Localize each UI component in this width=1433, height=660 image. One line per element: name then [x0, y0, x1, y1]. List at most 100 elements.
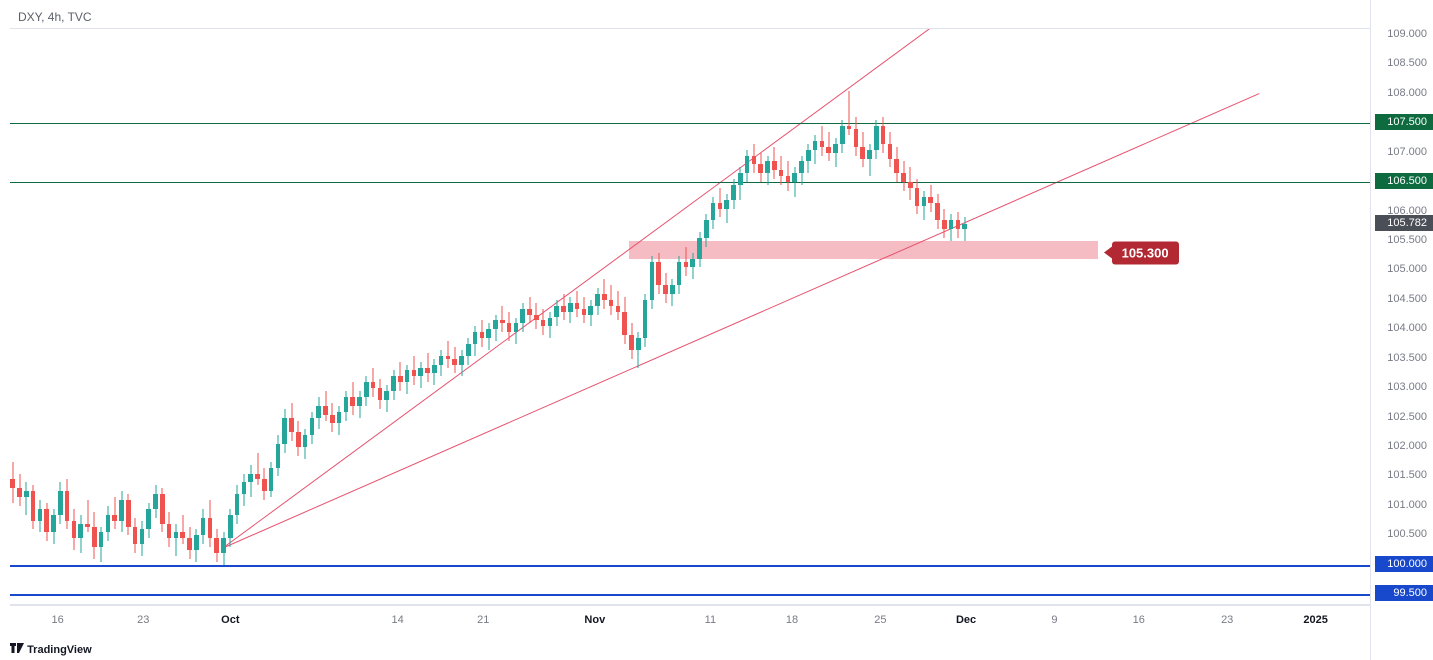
candle: [303, 29, 308, 606]
candle: [656, 29, 661, 606]
candle: [663, 29, 668, 606]
candle: [242, 29, 247, 606]
candle: [269, 29, 274, 606]
candle: [541, 29, 546, 606]
candle: [330, 29, 335, 606]
candle: [31, 29, 36, 606]
candle: [548, 29, 553, 606]
candle: [636, 29, 641, 606]
candle: [378, 29, 383, 606]
y-axis-tick: 102.500: [1375, 411, 1433, 423]
candle: [860, 29, 865, 606]
x-axis-tick: 2025: [1303, 614, 1327, 626]
x-axis-tick: 23: [137, 614, 149, 626]
ticker-label: DXY, 4h, TVC: [18, 10, 92, 24]
candle: [500, 29, 505, 606]
candle: [466, 29, 471, 606]
candle: [840, 29, 845, 606]
candle: [99, 29, 104, 606]
x-axis-tick: 11: [705, 614, 716, 626]
x-axis-tick: 16: [51, 614, 63, 626]
candle: [582, 29, 587, 606]
candlestick-series: [10, 29, 1370, 604]
candle: [405, 29, 410, 606]
candle: [915, 29, 920, 606]
candle: [826, 29, 831, 606]
candle: [425, 29, 430, 606]
candle: [310, 29, 315, 606]
y-axis-tick: 107.000: [1375, 146, 1433, 158]
candle: [85, 29, 90, 606]
candle: [180, 29, 185, 606]
y-axis-tick: 102.000: [1375, 440, 1433, 452]
candle: [514, 29, 519, 606]
x-axis-tick: 9: [1051, 614, 1057, 626]
candle: [112, 29, 117, 606]
candle: [942, 29, 947, 606]
candle: [847, 29, 852, 606]
y-axis-tick: 103.000: [1375, 381, 1433, 393]
x-axis-tick: 18: [786, 614, 798, 626]
candle: [806, 29, 811, 606]
candle: [758, 29, 763, 606]
plot-area[interactable]: 105.300: [10, 28, 1370, 605]
candle: [786, 29, 791, 606]
tv-logo-icon: [10, 644, 24, 656]
candle: [439, 29, 444, 606]
price-axis[interactable]: 99.500100.000100.500101.000101.500102.00…: [1370, 0, 1433, 660]
candle: [697, 29, 702, 606]
candle: [602, 29, 607, 606]
candle: [316, 29, 321, 606]
candle: [44, 29, 49, 606]
candle: [888, 29, 893, 606]
candle: [643, 29, 648, 606]
x-axis-tick: 16: [1133, 614, 1145, 626]
y-axis-tick: 104.000: [1375, 322, 1433, 334]
watermark-text: TradingView: [27, 644, 92, 656]
candle: [58, 29, 63, 606]
candle: [10, 29, 15, 606]
candle: [935, 29, 940, 606]
candle: [609, 29, 614, 606]
candle: [718, 29, 723, 606]
candle: [493, 29, 498, 606]
candle: [711, 29, 716, 606]
candle: [881, 29, 886, 606]
candle: [364, 29, 369, 606]
candle: [350, 29, 355, 606]
candle: [92, 29, 97, 606]
candle: [337, 29, 342, 606]
candle: [752, 29, 757, 606]
candle: [949, 29, 954, 606]
candle: [724, 29, 729, 606]
time-axis[interactable]: 1623Oct1421Nov111825Dec916232025: [10, 605, 1370, 640]
candle: [167, 29, 172, 606]
candle: [629, 29, 634, 606]
y-axis-marker: 100.000: [1375, 556, 1433, 572]
candle: [459, 29, 464, 606]
candle: [357, 29, 362, 606]
candle: [398, 29, 403, 606]
candle: [323, 29, 328, 606]
price-callout-label: 105.300: [1112, 241, 1179, 264]
y-axis-tick: 105.500: [1375, 234, 1433, 246]
candle: [153, 29, 158, 606]
candle: [72, 29, 77, 606]
candle: [670, 29, 675, 606]
candle: [65, 29, 70, 606]
candle: [384, 29, 389, 606]
candle: [554, 29, 559, 606]
candle: [235, 29, 240, 606]
x-axis-tick: 14: [391, 614, 403, 626]
candle: [140, 29, 145, 606]
candle: [24, 29, 29, 606]
y-axis-marker: 99.500: [1375, 585, 1433, 601]
candle: [418, 29, 423, 606]
candle: [616, 29, 621, 606]
x-axis-tick: Nov: [584, 614, 605, 626]
candle: [745, 29, 750, 606]
candle: [956, 29, 961, 606]
candle: [534, 29, 539, 606]
candle: [731, 29, 736, 606]
candle: [813, 29, 818, 606]
